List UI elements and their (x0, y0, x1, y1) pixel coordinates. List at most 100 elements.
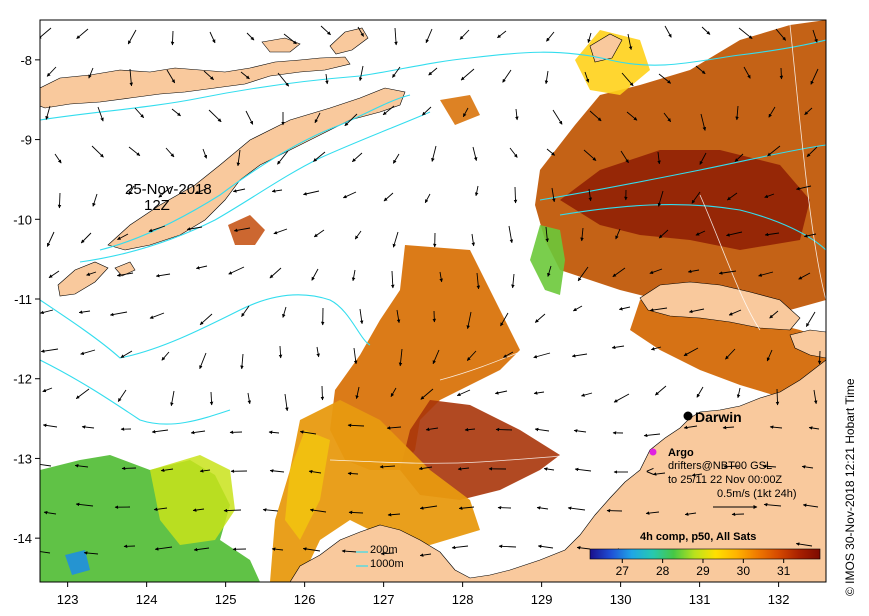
sst-patch-southwest-blue (65, 550, 90, 575)
current-arrow (158, 186, 172, 198)
current-arrow (580, 227, 584, 242)
current-arrow (627, 33, 633, 51)
current-arrow (657, 190, 664, 207)
current-arrow (508, 225, 514, 244)
current-arrow (457, 467, 470, 471)
current-arrow (42, 387, 53, 393)
current-arrow (232, 188, 246, 193)
current-arrow (80, 349, 96, 356)
isobath-200m-east (559, 204, 826, 251)
current-arrow (683, 347, 699, 357)
current-arrow (497, 30, 507, 39)
current-arrow (42, 423, 58, 428)
y-axis: -8 -9 -10 -11 -12 -13 -14 (13, 53, 40, 546)
current-arrow (358, 65, 364, 82)
current-arrow (116, 272, 134, 277)
sst-patch-northeast-lower (630, 290, 826, 400)
current-arrow (228, 266, 245, 275)
current-arrow (723, 464, 740, 469)
current-arrow (691, 191, 701, 204)
current-arrow (615, 228, 621, 240)
current-arrow (464, 427, 476, 432)
current-arrow (121, 466, 137, 471)
current-arrow (199, 352, 207, 370)
current-arrow (284, 393, 289, 412)
current-arrow (419, 505, 438, 510)
current-arrow (758, 271, 774, 277)
current-arrow (763, 502, 782, 507)
x-tick-label: 128 (452, 592, 474, 607)
current-arrow (390, 270, 395, 289)
drifter-symbol: < (646, 463, 654, 479)
current-arrow (199, 313, 213, 326)
current-arrow (474, 185, 479, 197)
current-arrow (767, 145, 781, 157)
isobath-1000m-east (539, 144, 826, 201)
shelf-lines (329, 24, 826, 464)
current-arrow (299, 430, 317, 435)
current-arrow (779, 67, 784, 80)
land-tanimbar (589, 33, 623, 63)
current-arrow (160, 468, 174, 473)
current-arrow (500, 312, 509, 327)
current-arrow (810, 68, 819, 85)
current-arrow (308, 469, 322, 474)
current-arrow (544, 70, 549, 85)
colorbar-ticks: 27 28 29 30 31 (616, 559, 791, 578)
land-bathurst-island (639, 281, 801, 331)
current-arrow (626, 111, 638, 121)
sst-patch-central-warm (400, 400, 560, 500)
current-arrow (805, 311, 816, 327)
current-arrow (155, 273, 171, 278)
current-arrow (460, 68, 475, 81)
current-arrow (170, 30, 175, 46)
current-arrow (80, 232, 92, 244)
isobaths (40, 39, 826, 425)
land-north-australia (289, 359, 826, 582)
current-arrow (325, 73, 329, 85)
current-arrow (309, 508, 327, 513)
current-arrow (81, 425, 95, 429)
current-arrow (743, 66, 751, 79)
current-arrow (658, 229, 669, 239)
current-arrow (233, 227, 251, 233)
current-arrow (466, 350, 477, 361)
current-arrow (277, 72, 290, 87)
current-arrow (515, 108, 519, 121)
current-arrow (74, 464, 89, 468)
current-arrow (795, 542, 813, 547)
x-axis: 123 124 125 126 127 128 129 130 131 132 (57, 582, 789, 607)
current-arrow (91, 145, 104, 158)
current-arrow (420, 388, 434, 400)
current-arrow (691, 473, 703, 477)
current-arrow (202, 148, 208, 159)
colorbar-bar (589, 548, 821, 560)
current-arrow (684, 512, 697, 516)
current-arrow (271, 189, 283, 193)
current-arrow (456, 389, 471, 397)
current-arrow (577, 266, 589, 282)
current-arrow (392, 231, 399, 248)
current-arrow (92, 193, 98, 207)
current-arrow (320, 25, 331, 36)
land-arnhem (789, 329, 826, 359)
current-arrow (194, 187, 209, 195)
current-arrow (394, 27, 398, 46)
current-arrow (589, 110, 602, 122)
argo-symbol (649, 448, 657, 456)
current-arrow (128, 146, 141, 157)
current-arrow (240, 71, 250, 80)
current-arrow (533, 391, 545, 395)
current-arrow (129, 68, 134, 87)
current-arrow (611, 345, 625, 350)
drifters-to-label: to 25/11 22 Nov 00:00Z (668, 474, 782, 486)
current-arrow (341, 549, 358, 553)
current-arrow (392, 153, 400, 164)
x-tick-label: 123 (57, 592, 79, 607)
current-vectors (40, 25, 822, 557)
y-tick-label: -11 (14, 292, 32, 307)
current-arrow (804, 107, 813, 116)
current-arrow (588, 188, 593, 202)
sst-patch-southwest-yellow (150, 455, 235, 545)
current-arrow (57, 192, 62, 209)
